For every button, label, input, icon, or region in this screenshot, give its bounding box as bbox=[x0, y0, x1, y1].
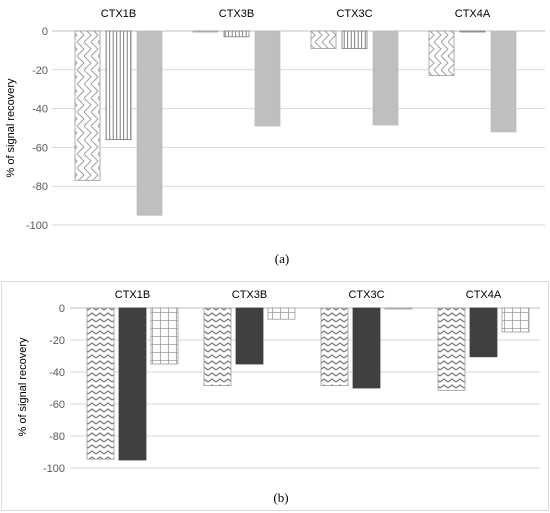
panel-a-bar bbox=[192, 30, 219, 33]
panel-a-bar bbox=[254, 30, 281, 127]
panel-a-y-tick-label: -20 bbox=[32, 65, 48, 77]
panel-b-y-tick-label: -100 bbox=[43, 463, 65, 475]
panel-b-y-tick-label: -80 bbox=[49, 431, 65, 443]
panel-a-bar bbox=[459, 30, 486, 33]
panel-a-category-label: CTX3B bbox=[219, 8, 254, 20]
panel-b-bar bbox=[469, 307, 498, 358]
panel-b-y-tick-label: -40 bbox=[49, 367, 65, 379]
panel-a-bar bbox=[490, 30, 517, 133]
panel-b-category-label: CTX4A bbox=[466, 289, 502, 301]
panel-b-bar bbox=[118, 307, 147, 461]
panel-a-category-label: CTX4A bbox=[455, 8, 491, 20]
panel-a-bars bbox=[74, 30, 517, 216]
panel-b: 0 -20 -40 -60 -80 -100 CTX1B CTX3B CTX3C CTX4A %… bbox=[1, 281, 549, 511]
panel-b-bar bbox=[437, 307, 466, 391]
panel-a-category-label: CTX1B bbox=[101, 8, 136, 20]
panel-b-category-label: CTX1B bbox=[115, 289, 150, 301]
panel-a: 0 -20 -40 -60 -80 -100 CTX1B CTX3B CTX3C CTX4A %… bbox=[5, 8, 545, 266]
panel-a-y-tick-label: -100 bbox=[26, 220, 48, 232]
panel-b-category-label: CTX3C bbox=[348, 289, 384, 301]
panel-b-bar bbox=[86, 307, 115, 460]
panel-b-label: (b) bbox=[273, 490, 288, 505]
panel-b-bar bbox=[320, 307, 349, 386]
panel-b-y-ticks: 0 -20 -40 -60 -80 -100 bbox=[43, 303, 65, 475]
panel-a-bar bbox=[310, 30, 337, 49]
panel-a-y-tick-label: 0 bbox=[42, 26, 48, 38]
panel-a-y-ticks: 0 -20 -40 -60 -80 -100 bbox=[26, 26, 48, 232]
panel-a-bar bbox=[223, 30, 250, 38]
panel-b-bar bbox=[267, 307, 296, 320]
panel-b-bar bbox=[501, 307, 530, 333]
panel-a-bar bbox=[341, 30, 368, 49]
panel-a-bar bbox=[74, 30, 101, 181]
panel-a-bar bbox=[372, 30, 399, 126]
panel-b-category-label: CTX3B bbox=[232, 289, 267, 301]
panel-a-category-labels: CTX1B CTX3B CTX3C CTX4A bbox=[101, 8, 491, 20]
panel-b-bar bbox=[352, 307, 381, 389]
panel-a-y-tick-label: -40 bbox=[32, 104, 48, 116]
panel-a-label: (a) bbox=[275, 251, 289, 266]
panel-b-bar bbox=[203, 307, 232, 386]
panel-b-y-axis-label: % of signal recovery bbox=[17, 337, 29, 437]
panel-a-category-label: CTX3C bbox=[336, 8, 372, 20]
panel-b-bar bbox=[150, 307, 179, 365]
panel-b-category-labels: CTX1B CTX3B CTX3C CTX4A bbox=[115, 289, 502, 301]
panel-b-y-tick-label: 0 bbox=[59, 303, 65, 315]
panel-a-bar bbox=[428, 30, 455, 77]
panel-b-bar bbox=[235, 307, 264, 365]
panel-a-y-tick-label: -60 bbox=[32, 142, 48, 154]
panel-b-y-tick-label: -20 bbox=[49, 335, 65, 347]
panel-a-y-tick-label: -80 bbox=[32, 181, 48, 193]
panel-a-bar bbox=[105, 30, 132, 141]
panel-b-y-tick-label: -60 bbox=[49, 399, 65, 411]
panel-b-border bbox=[1, 281, 549, 511]
panel-b-bar bbox=[384, 307, 413, 310]
panel-a-y-axis-label: % of signal recovery bbox=[5, 78, 17, 178]
panel-b-bars bbox=[86, 307, 530, 461]
panel-a-bar bbox=[136, 30, 163, 216]
